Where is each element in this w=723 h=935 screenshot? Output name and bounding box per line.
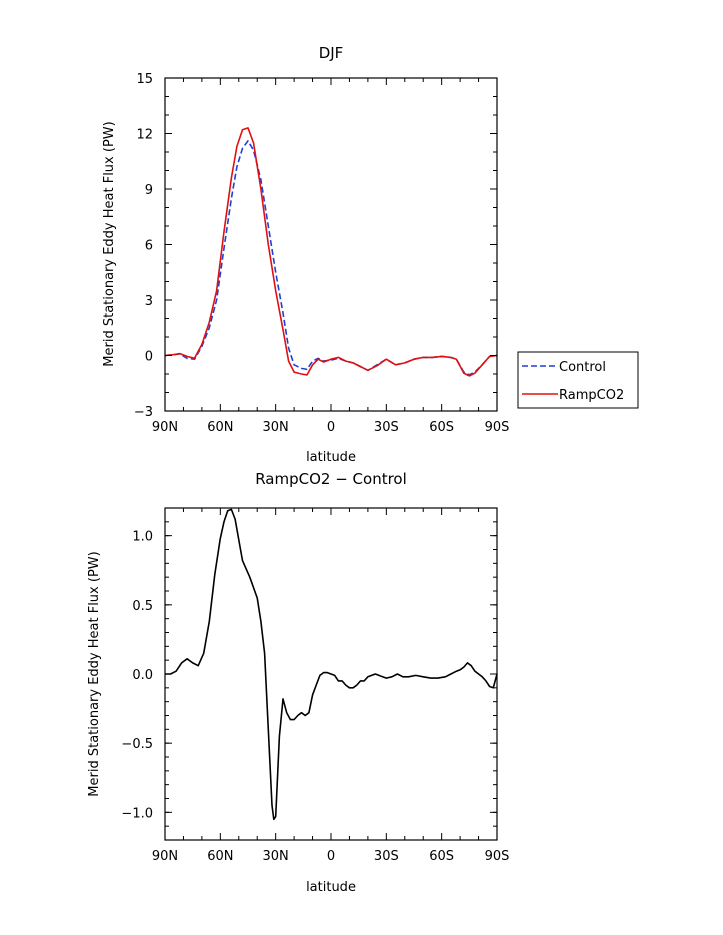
x-tick-label: 60S xyxy=(429,849,454,864)
y-tick-label: 1.0 xyxy=(132,530,153,545)
legend-box xyxy=(517,351,639,409)
legend: Control RampCO2 xyxy=(517,351,639,409)
y-tick-label: 9 xyxy=(145,183,153,198)
x-tick-label: 90N xyxy=(152,849,178,864)
y-tick-label: −0.5 xyxy=(121,737,153,752)
x-tick-label: 60S xyxy=(429,420,454,435)
y-tick-label: 0.0 xyxy=(132,668,153,683)
y-tick-label: 15 xyxy=(136,72,153,87)
x-tick-label: 90S xyxy=(485,849,510,864)
legend-label-rampco2: RampCO2 xyxy=(559,388,624,403)
x-tick-label: 90N xyxy=(152,420,178,435)
chart-title: DJF xyxy=(319,44,344,62)
y-tick-label: 12 xyxy=(136,128,153,143)
x-axis-label: latitude xyxy=(306,880,356,895)
legend-label-control: Control xyxy=(559,360,606,375)
x-tick-label: 0 xyxy=(327,849,335,864)
x-tick-label: 60N xyxy=(207,420,233,435)
y-tick-label: 3 xyxy=(145,294,153,309)
x-tick-label: 0 xyxy=(327,420,335,435)
x-tick-label: 90S xyxy=(485,420,510,435)
y-tick-label: −1.0 xyxy=(121,806,153,821)
x-tick-label: 30N xyxy=(263,420,289,435)
y-tick-label: −3 xyxy=(134,405,153,420)
chart-title: RampCO2 − Control xyxy=(255,470,407,488)
plot-frame xyxy=(164,77,498,412)
y-axis-label: Merid Stationary Eddy Heat Flux (PW) xyxy=(102,121,117,366)
x-tick-label: 30S xyxy=(374,420,399,435)
x-tick-label: 30N xyxy=(263,849,289,864)
djf-panel: DJF 90N 60N 30N 0 30S 60S 90S −3 0 3 6 9 12 15 latitu… xyxy=(102,44,639,465)
x-tick-label: 60N xyxy=(207,849,233,864)
series-line-difference xyxy=(165,508,498,821)
x-tick-label: 30S xyxy=(374,849,399,864)
difference-panel: RampCO2 − Control 90N 60N 30N 0 30S 60S 90S −1.… xyxy=(87,470,509,895)
y-tick-label: 6 xyxy=(145,239,153,254)
y-tick-label: 0.5 xyxy=(132,599,153,614)
y-axis-label: Merid Stationary Eddy Heat Flux (PW) xyxy=(87,551,102,796)
x-axis-label: latitude xyxy=(306,450,356,465)
series-line-rampco2 xyxy=(164,127,498,377)
y-tick-label: 0 xyxy=(145,350,153,365)
series-line-control xyxy=(164,140,498,376)
